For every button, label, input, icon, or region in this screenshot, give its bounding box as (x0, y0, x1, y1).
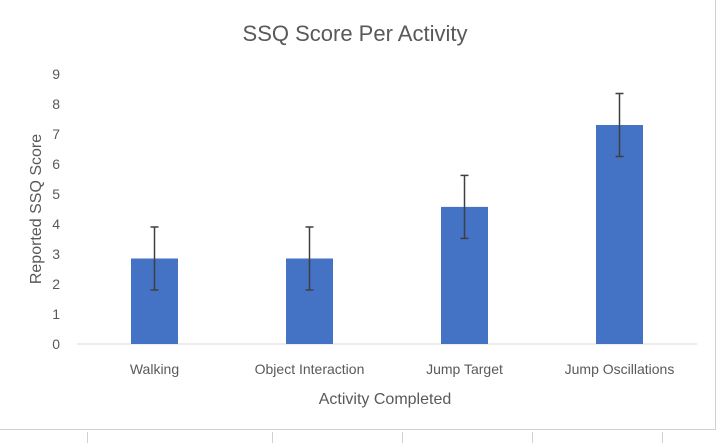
x-tick-label: Walking (130, 361, 179, 377)
bars (131, 125, 643, 344)
error-bar (460, 174, 469, 240)
y-tick-label: 6 (52, 156, 60, 172)
x-tick-label: Jump Target (426, 361, 503, 377)
y-tick-label: 8 (52, 96, 60, 112)
y-tick-label: 4 (52, 216, 60, 232)
y-axis-tick-labels: 0 1 2 3 4 5 6 7 8 9 (52, 66, 60, 352)
x-tick-label: Jump Oscillations (565, 361, 675, 377)
bar-chart: SSQ Score Per Activity 0 1 2 3 4 5 6 7 8 9 Walkin… (28, 21, 697, 408)
sheet-column-divider (87, 432, 88, 443)
y-tick-label: 7 (52, 126, 60, 142)
error-bar (305, 226, 314, 291)
error-bars (150, 92, 624, 291)
error-bar (150, 226, 159, 291)
x-axis-tick-labels: Walking Object Interaction Jump Target Jump… (130, 361, 674, 377)
x-tick-label: Object Interaction (255, 361, 365, 377)
chart-title: SSQ Score Per Activity (243, 21, 468, 46)
sheet-column-divider (662, 432, 663, 443)
x-axis-title: Activity Completed (319, 391, 452, 408)
chart-area: SSQ Score Per Activity 0 1 2 3 4 5 6 7 8 9 Walkin… (0, 0, 716, 430)
y-axis-title: Reported SSQ Score (28, 134, 45, 284)
y-tick-label: 5 (52, 186, 60, 202)
bar-jump-oscillations (596, 125, 643, 344)
y-tick-label: 3 (52, 246, 60, 262)
sheet-column-divider (532, 432, 533, 443)
y-tick-label: 9 (52, 66, 60, 82)
sheet-column-divider (272, 432, 273, 443)
y-tick-label: 2 (52, 276, 60, 292)
y-tick-label: 1 (52, 306, 60, 322)
y-tick-label: 0 (52, 336, 60, 352)
sheet-column-divider (402, 432, 403, 443)
error-bar (615, 92, 624, 158)
